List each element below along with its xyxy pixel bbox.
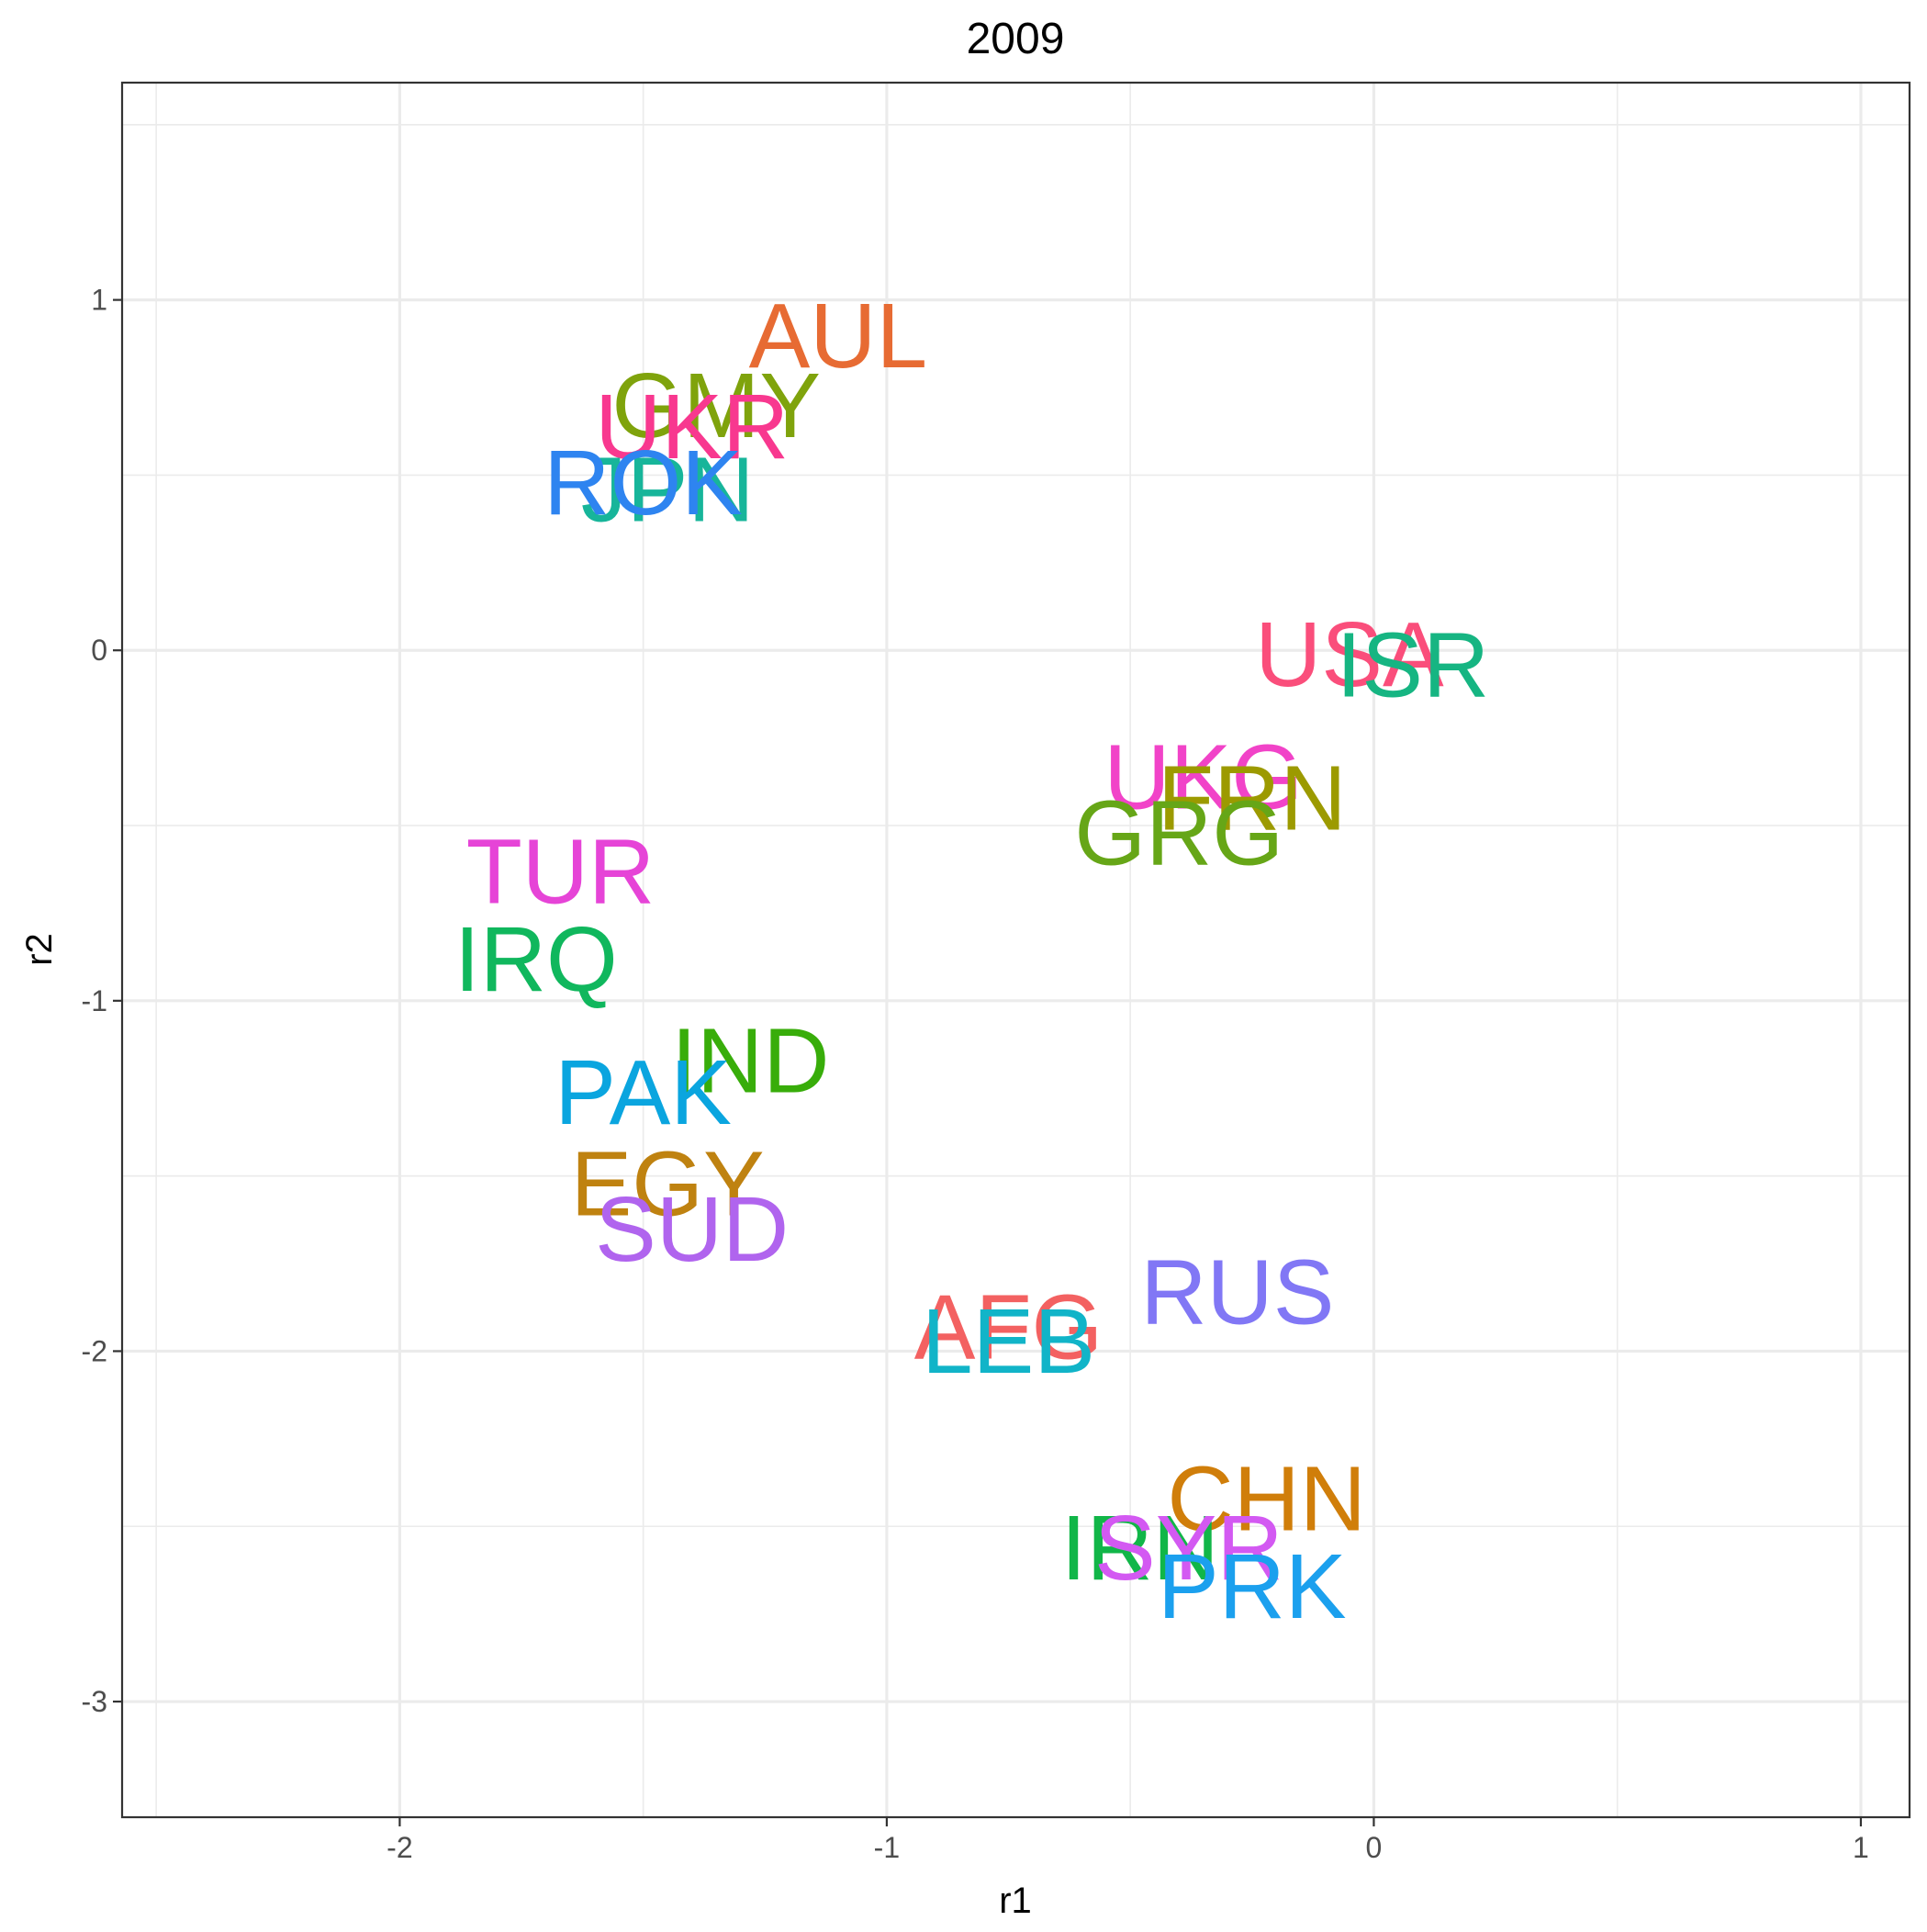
data-label-sud: SUD [595, 1178, 789, 1281]
data-label-prk: PRK [1158, 1535, 1347, 1638]
x-axis-title: r1 [999, 1881, 1032, 1921]
data-labels-layer: AULGMYUKRJPNROKUSAISRUKGFRNGRGTURIRQINDP… [454, 285, 1489, 1638]
data-label-ukr: UKR [595, 376, 789, 478]
y-tick-label: -1 [82, 984, 107, 1017]
data-label-isr: ISR [1337, 613, 1490, 716]
data-label-ukg: UKG [1104, 726, 1303, 829]
data-label-afg: AFG [914, 1276, 1104, 1379]
y-tick-label: 1 [91, 284, 107, 317]
x-tick-label: -2 [387, 1831, 412, 1864]
data-label-syr: SYR [1094, 1497, 1283, 1600]
data-label-usa: USA [1255, 603, 1444, 706]
data-label-gmy: GMY [611, 354, 821, 457]
data-label-rus: RUS [1140, 1241, 1334, 1344]
minor-gridlines [122, 83, 1910, 1817]
y-tick-label: 0 [91, 634, 107, 667]
data-label-irq: IRQ [454, 908, 618, 1011]
data-label-egy: EGY [571, 1132, 765, 1235]
plot-panel [122, 83, 1910, 1817]
y-tick-label: -3 [82, 1685, 107, 1718]
major-gridlines [122, 83, 1910, 1817]
y-axis: -3 -2 -1 0 1 [82, 284, 122, 1718]
data-label-pak: PAK [555, 1041, 732, 1144]
data-label-grg: GRG [1074, 782, 1283, 885]
data-label-tur: TUR [466, 821, 655, 924]
y-tick-label: -2 [82, 1334, 107, 1367]
data-label-leb: LEB [922, 1290, 1095, 1393]
x-tick-label: -1 [874, 1831, 900, 1864]
data-label-aul: AUL [749, 285, 928, 388]
x-axis: -2 -1 0 1 [387, 1817, 1869, 1864]
y-axis-title: r2 [19, 933, 60, 966]
x-tick-label: 1 [1853, 1831, 1869, 1864]
data-label-jpn: JPN [581, 439, 755, 542]
data-label-rok: ROK [543, 432, 743, 534]
x-tick-label: 0 [1366, 1831, 1383, 1864]
chart-title: 2009 [967, 15, 1065, 63]
data-label-chn: CHN [1167, 1448, 1366, 1551]
plot-panel-border [120, 81, 1911, 1819]
data-label-frn: FRN [1158, 747, 1347, 849]
data-label-irn: IRN [1061, 1497, 1219, 1600]
data-label-ind: IND [671, 1010, 829, 1113]
